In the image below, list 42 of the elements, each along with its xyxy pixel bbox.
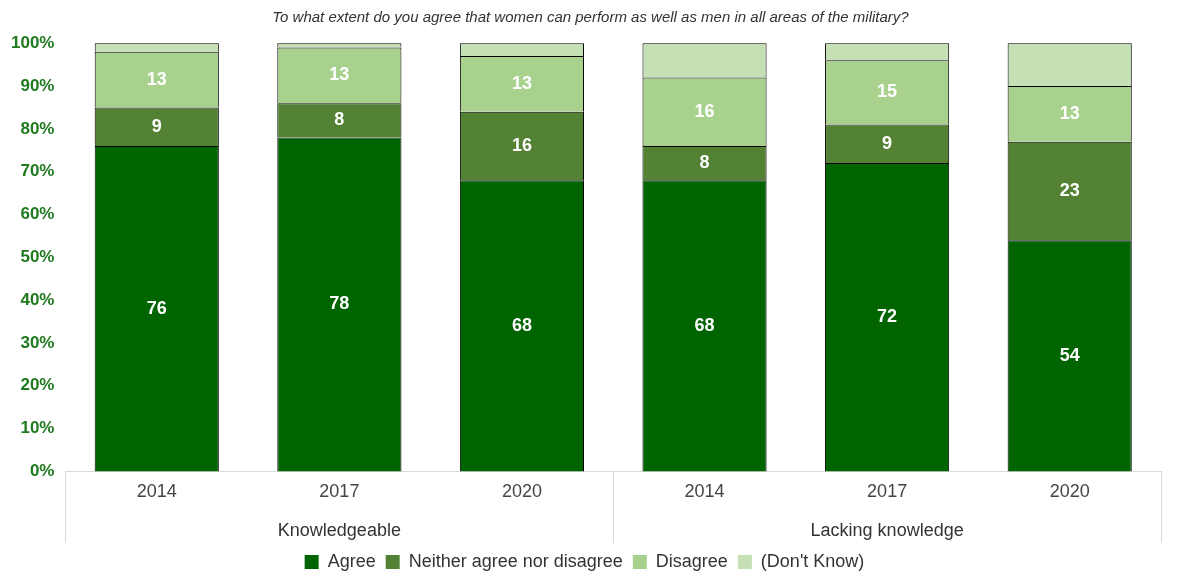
- y-tick-label: 70%: [20, 161, 55, 181]
- data-label: 13: [511, 72, 532, 93]
- y-tick-label: 20%: [20, 375, 55, 395]
- legend-label: Disagree: [655, 550, 728, 571]
- x-tick-label: 2020: [501, 481, 542, 502]
- data-label: 68: [511, 314, 532, 335]
- legend-label: (Don't Know): [760, 550, 865, 571]
- data-label: 8: [334, 109, 345, 130]
- legend-label: Agree: [327, 550, 376, 571]
- data-label: 16: [694, 100, 715, 121]
- data-label: 15: [877, 81, 898, 102]
- y-tick-label: 60%: [20, 204, 55, 224]
- data-label: 9: [882, 132, 893, 153]
- y-tick-label: 80%: [20, 118, 55, 138]
- y-tick-label: 30%: [20, 332, 55, 352]
- x-tick-label: 2014: [136, 481, 177, 502]
- y-tick-label: 10%: [20, 418, 55, 438]
- text: Lacking knowledge: [810, 519, 964, 540]
- data-label: 13: [1059, 102, 1080, 123]
- y-tick-label: 40%: [20, 289, 55, 309]
- text: Knowledgeable: [277, 519, 401, 540]
- data-label: 9: [151, 115, 162, 136]
- data-label: 13: [329, 64, 350, 85]
- legend-label: Neither agree nor disagree: [408, 550, 623, 571]
- y-tick-label: 50%: [20, 246, 55, 266]
- chart-title: To what extent do you agree that women can perform as well as men in all areas of the military?: [271, 8, 910, 25]
- data-label: 54: [1059, 344, 1080, 365]
- data-label: 78: [329, 293, 350, 314]
- data-label: 13: [146, 68, 167, 89]
- data-label: 76: [146, 297, 167, 318]
- y-tick-label: 100%: [11, 32, 55, 52]
- x-tick-label: 2020: [1049, 481, 1090, 502]
- x-tick-label: 2017: [319, 481, 360, 502]
- data-label: 16: [511, 134, 532, 155]
- x-tick-label: 2017: [867, 481, 908, 502]
- x-tick-label: 2014: [684, 481, 725, 502]
- data-label: 8: [699, 152, 710, 173]
- data-label: 68: [694, 314, 715, 335]
- y-tick-label: 0%: [29, 461, 55, 481]
- data-label: 23: [1059, 179, 1080, 200]
- y-tick-label: 90%: [20, 75, 55, 95]
- data-label: 72: [877, 306, 898, 327]
